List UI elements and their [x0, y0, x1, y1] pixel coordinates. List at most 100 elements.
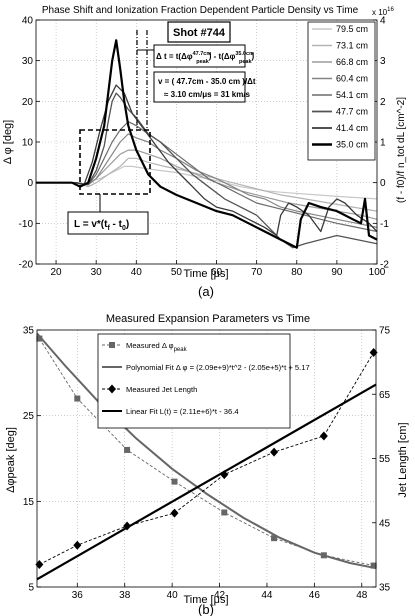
chart-a-legend-label: 47.7 cm: [336, 107, 368, 117]
chart-a-legend-label: 35.0 cm: [336, 140, 368, 150]
length-box: [67, 211, 149, 235]
chart-b-y-right-tick-label: 55: [379, 454, 391, 465]
chart-b-point-square: [171, 478, 178, 485]
chart-b-y-tick-label: 5: [28, 583, 34, 594]
chart-a-y-right-tick-label: 3: [380, 56, 386, 67]
chart-b-x-tick-label: 40: [167, 590, 179, 601]
chart-b-point-square: [74, 395, 81, 402]
chart-b-y-right-tick-label: 35: [379, 583, 391, 594]
chart-b-y-right-tick-label: 75: [379, 326, 391, 337]
chart-a-y-right-label: (f - f0)/f n_tot dL [cm^-2]: [396, 97, 407, 203]
chart-b-y-tick-label: 35: [23, 326, 35, 337]
chart-b-point-square: [221, 509, 228, 516]
chart-b-frame: [36, 329, 377, 588]
chart-b-y-right-tick-label: 45: [379, 518, 391, 529]
chart-b-point-square: [124, 446, 131, 453]
panel-a: Phase Shift and Ionization Fraction Depe…: [2, 5, 407, 299]
chart-a-x-tick-label: 40: [131, 267, 143, 278]
panel-a-label: (a): [198, 284, 214, 299]
chart-a-legend-label: 54.1 cm: [336, 90, 368, 100]
chart-b-y-tick-label: 15: [23, 497, 35, 508]
chart-a-x-tick-label: 60: [211, 267, 223, 278]
chart-a-x-tick-label: 50: [171, 267, 183, 278]
chart-a-y-right-tick-label: 2: [380, 97, 386, 108]
chart-b-legend-label-sub: peak: [174, 347, 188, 353]
chart-b-poly-fit-line: [36, 332, 377, 570]
chart-b-x-tick-label: 36: [72, 590, 84, 601]
panel-b: Measured Expansion Parameters vs Time 36…: [5, 313, 409, 616]
chart-b-legend-label: Polynomial Fit Δ φ = (2.09e+9)*t^2 - (2.…: [126, 363, 310, 372]
chart-a-x-tick-label: 80: [291, 267, 303, 278]
chart-a-y-right-tick-label: 4: [380, 16, 386, 27]
chart-a-y-label: Δ φ [deg]: [2, 120, 14, 164]
chart-a-y-right-tick-label: 0: [380, 178, 386, 189]
chart-a-series-group: [36, 39, 378, 249]
chart-a-legend-label: 60.4 cm: [336, 74, 368, 84]
chart-b-legend-label: Linear Fit L(t) = (2.11e+6)*t - 36.4: [126, 407, 239, 416]
chart-b-point-diamond: [73, 540, 82, 550]
chart-a-series-line-3: [36, 133, 378, 228]
chart-b-legend-label: Measured Jet Length: [126, 385, 197, 394]
chart-b-x-tick-label: 46: [309, 590, 321, 601]
chart-a-series-line-6: [36, 84, 378, 237]
chart-a-y-tick-label: 20: [22, 97, 34, 108]
panel-b-label: (b): [198, 602, 214, 616]
delta-t-annotation: Δ t = t(Δφ47.7cm peak) - t(Δφ35.0cm peak): [156, 51, 255, 65]
chart-b-title: Measured Expansion Parameters vs Time: [106, 313, 310, 325]
chart-b-legend-marker-diamond: [108, 384, 116, 394]
chart-b-y-tick-label: 25: [23, 411, 35, 422]
chart-a-ticks: 20 30 40 50 60 70 80 90 100-20-10010203040-2-101…: [19, 16, 390, 279]
chart-a-y-tick-label: 40: [22, 16, 34, 27]
chart-b-series-group: [35, 332, 378, 581]
chart-a-y-tick-label: 0: [27, 178, 33, 189]
chart-a-y-tick-label: 10: [22, 138, 34, 149]
chart-a-y-tick-label: -10: [19, 219, 34, 230]
chart-a-x-tick-label: 30: [91, 267, 103, 278]
chart-b-linear-fit-line: [36, 383, 377, 581]
velocity-box: [153, 71, 246, 103]
chart-b-point-diamond: [270, 447, 279, 457]
chart-b-point-square: [36, 335, 43, 342]
chart-a-legend-label: 66.8 cm: [336, 57, 368, 67]
chart-a-frame: [35, 19, 378, 265]
chart-a-title: Phase Shift and Ionization Fraction Depe…: [42, 5, 359, 16]
chart-b-legend-marker-square: [109, 342, 115, 348]
chart-a-x-tick-label: 70: [251, 267, 263, 278]
chart-b-point-diamond: [319, 431, 328, 441]
chart-a-legend-label: 41.4 cm: [336, 123, 368, 133]
chart-b-x-tick-label: 42: [214, 590, 226, 601]
chart-b-x-label: Time [μs]: [183, 594, 228, 606]
chart-a-y-tick-label: 30: [22, 56, 34, 67]
chart-b-x-tick-label: 48: [356, 590, 368, 601]
chart-a-legend-label: 73.1 cm: [336, 41, 368, 51]
chart-a-x-tick-label: 20: [50, 267, 62, 278]
chart-a-y-tick-label: -20: [19, 260, 34, 271]
length-annotation: L = v*(tf - t0): [74, 219, 129, 232]
chart-b-point-square: [271, 535, 278, 542]
chart-a-series-line-5: [36, 92, 378, 249]
chart-b-y-right-tick-label: 65: [379, 390, 391, 401]
chart-a-length-bracket: [79, 129, 151, 195]
chart-a-series-line-1: [36, 157, 378, 212]
chart-a-y-right-tick-label: 1: [380, 138, 386, 149]
chart-a-legend-label: 79.5 cm: [336, 24, 368, 34]
chart-b-point-diamond: [170, 508, 179, 518]
shot-label: Shot #744: [173, 27, 226, 39]
chart-a-series-line-4: [36, 121, 378, 233]
chart-a-x-tick-label: 90: [331, 267, 343, 278]
chart-a-series-line-7: [36, 39, 378, 249]
shot-label-box: [167, 21, 231, 43]
chart-b-y-label: Δφpeak [deg]: [5, 427, 17, 493]
chart-b-x-tick-label: 44: [261, 590, 273, 601]
chart-a-y-right-tick-label: -2: [380, 260, 389, 271]
chart-b-x-tick-label: 38: [119, 590, 131, 601]
chart-b-y-right-label: Jet Length [cm]: [397, 422, 409, 497]
velocity-line-2: ≈ 3.10 cm/μs = 31 km/s: [164, 90, 251, 99]
delta-t-box: [153, 44, 246, 68]
chart-b-legend: [97, 333, 291, 429]
chart-b-point-square: [370, 562, 377, 569]
chart-a-legend-items: 79.5 cm 73.1 cm 66.8 cm 60.4 cm 54.1 cm 47.7 …: [312, 24, 368, 150]
velocity-line-1: v = ( 47.7cm - 35.0 cm )/Δt: [158, 77, 256, 86]
chart-a-y-right-tick-label: -1: [380, 219, 389, 230]
